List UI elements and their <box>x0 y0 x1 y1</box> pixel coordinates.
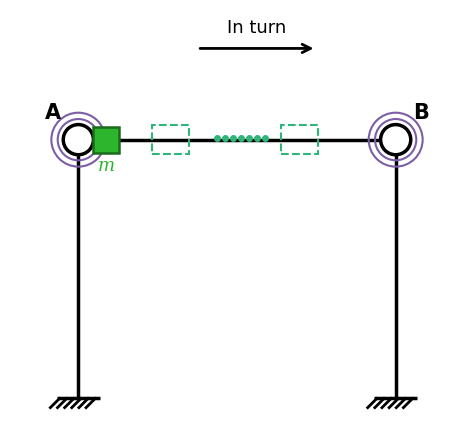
Text: m: m <box>98 157 115 175</box>
Circle shape <box>381 124 411 155</box>
Bar <box>152 124 190 154</box>
Text: In turn: In turn <box>227 19 286 37</box>
Text: B: B <box>413 103 429 123</box>
Bar <box>281 124 319 154</box>
Circle shape <box>63 124 93 155</box>
Bar <box>93 127 119 152</box>
Text: A: A <box>45 103 61 123</box>
